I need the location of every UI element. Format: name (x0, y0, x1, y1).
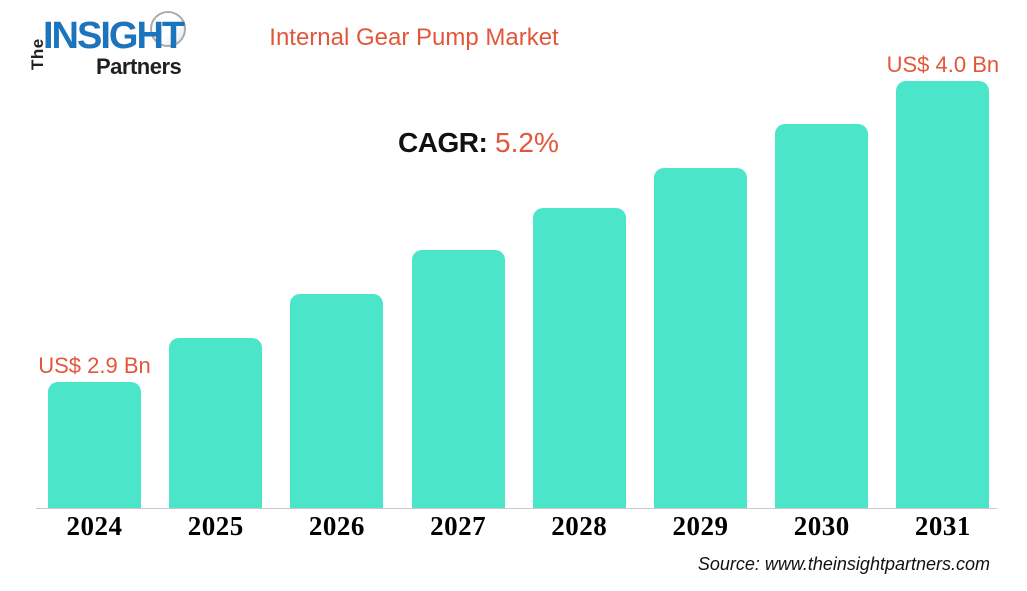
bar-2031 (896, 81, 990, 508)
cagr-label: CAGR: (398, 127, 488, 158)
year-label-2024: 2024 (66, 511, 123, 541)
bar-2025 (169, 338, 263, 508)
logo-insight-text: INSIGHT (43, 15, 185, 57)
year-label-2029: 2029 (672, 511, 729, 541)
year-label-2030: 2030 (793, 511, 850, 541)
year-label-2025: 2025 (187, 511, 244, 541)
bar-2026 (290, 294, 384, 508)
value-label-2031: US$ 4.0 Bn (886, 52, 1000, 77)
year-label-2026: 2026 (308, 511, 365, 541)
year-label-2027: 2027 (430, 511, 487, 541)
bar-2029 (654, 168, 747, 508)
bar-2030 (775, 124, 869, 508)
year-label-2031: 2031 (914, 511, 971, 541)
cagr-value: 5.2% (495, 127, 559, 158)
value-label-2024: US$ 2.9 Bn (38, 353, 151, 378)
cagr-line: CAGR: 5.2% (398, 127, 559, 159)
magnifier-lens-icon (150, 11, 186, 47)
source-note: Source: www.theinsightpartners.com (697, 554, 990, 574)
bar-2024 (48, 382, 141, 508)
insight-partners-logo: The INSIGHT Partners (28, 8, 193, 82)
x-axis-baseline (36, 508, 997, 509)
bar-2028 (532, 208, 626, 508)
logo-partners-text: Partners (96, 54, 182, 79)
bar-2027 (411, 250, 505, 508)
year-label-2028: 2028 (551, 511, 608, 541)
chart-title: Internal Gear Pump Market (269, 24, 559, 51)
